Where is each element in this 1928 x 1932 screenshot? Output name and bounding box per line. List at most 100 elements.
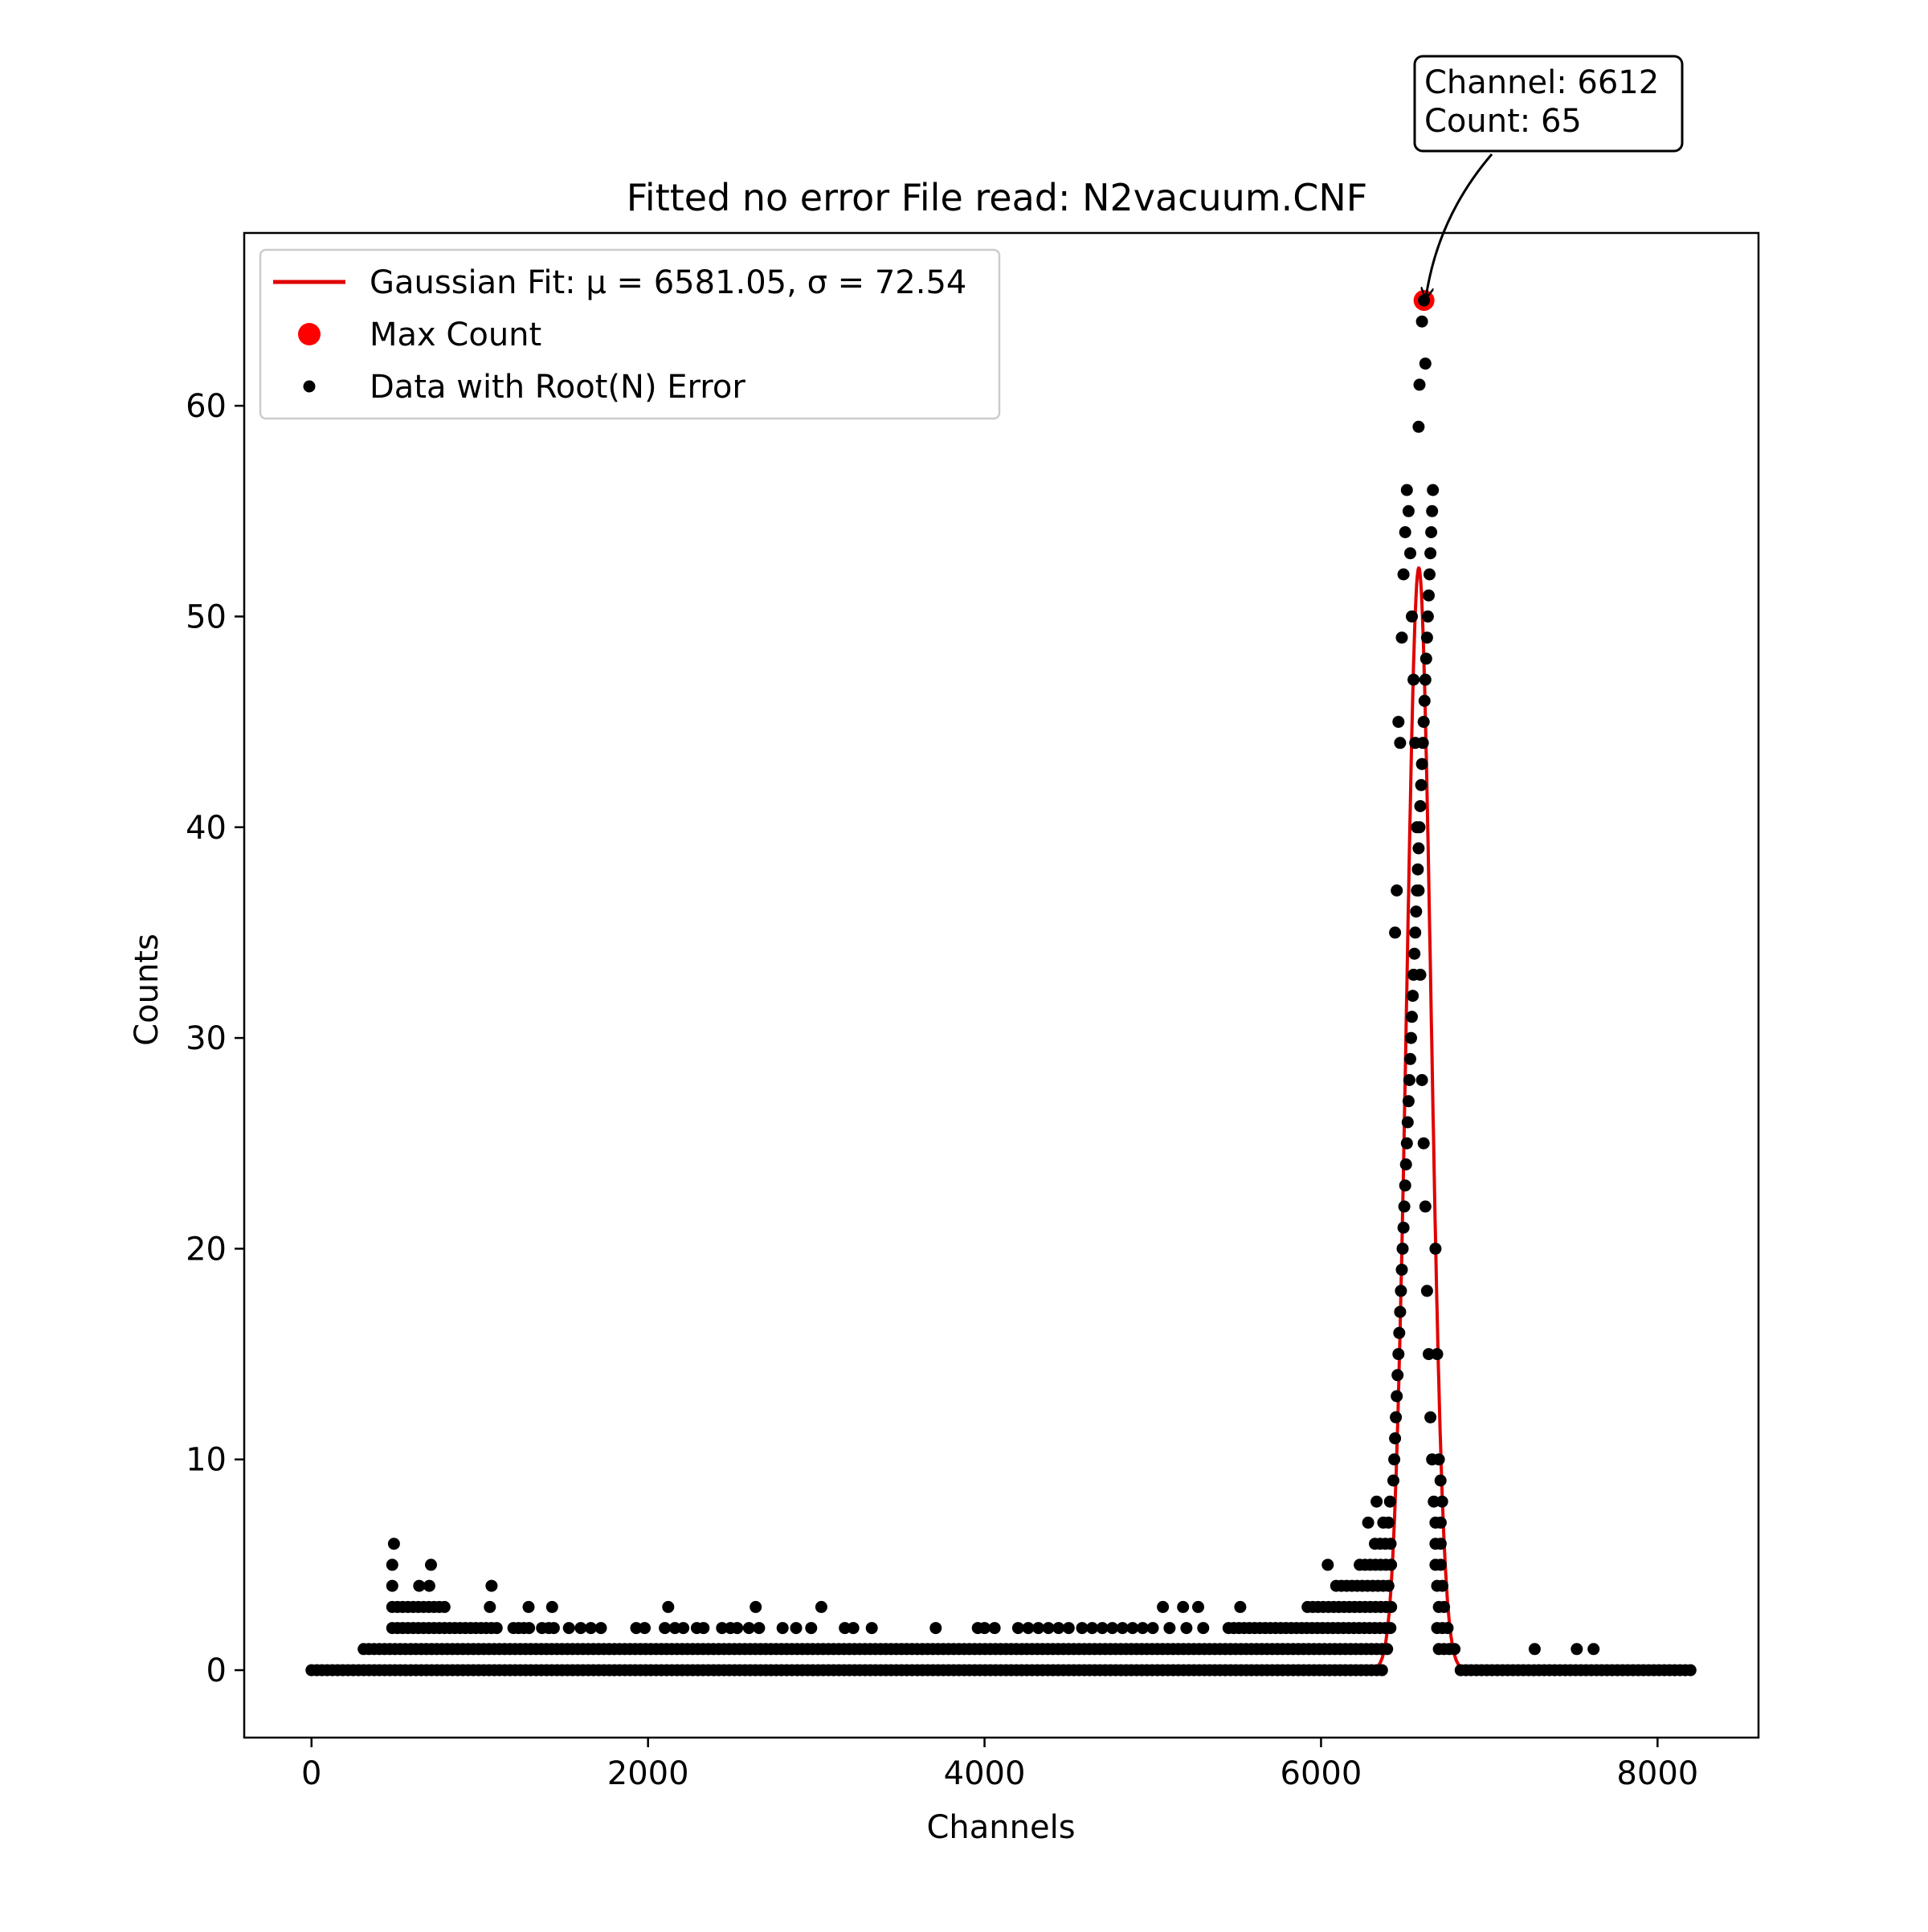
data-point [1435, 1517, 1447, 1529]
data-point [1415, 779, 1428, 791]
data-point [731, 1622, 743, 1634]
data-point [1435, 1475, 1447, 1487]
data-point [1389, 1432, 1401, 1444]
data-point [484, 1601, 496, 1613]
y-tick-label: 10 [186, 1442, 227, 1479]
data-point [1442, 1622, 1454, 1634]
data-point [1406, 611, 1418, 623]
data-point [1396, 1264, 1408, 1276]
y-tick-label: 30 [186, 1020, 227, 1057]
data-point [1421, 631, 1433, 643]
data-point [1398, 569, 1410, 581]
data-point [1407, 990, 1419, 1002]
x-axis-label: Channels [926, 1809, 1075, 1846]
legend-max-swatch [298, 323, 321, 345]
data-point [1387, 1475, 1399, 1487]
x-tick-label: 2000 [607, 1755, 689, 1792]
data-point [1414, 378, 1426, 390]
data-point [1384, 1496, 1396, 1508]
data-point [1424, 547, 1436, 559]
x-tick-label: 6000 [1281, 1755, 1362, 1792]
data-point [1425, 526, 1437, 538]
legend-max-label: Max Count [370, 317, 541, 353]
data-point [1177, 1601, 1189, 1613]
data-point [1399, 1200, 1411, 1212]
data-point [1448, 1643, 1460, 1655]
data-point [1423, 590, 1435, 602]
data-point [1424, 1411, 1436, 1423]
data-point [1406, 1011, 1418, 1023]
data-point [1402, 1117, 1414, 1129]
data-point [1403, 1074, 1415, 1086]
data-point [1410, 905, 1422, 917]
data-point [563, 1622, 575, 1634]
data-point [1415, 969, 1427, 981]
data-point [1321, 1558, 1334, 1571]
data-point [1571, 1643, 1583, 1655]
data-point [1385, 1601, 1397, 1613]
data-point [1381, 1643, 1393, 1655]
data-point [1393, 1327, 1405, 1339]
x-tick-label: 8000 [1616, 1755, 1698, 1792]
y-tick-label: 0 [206, 1652, 227, 1689]
data-point [1422, 611, 1434, 623]
data-point [1415, 800, 1427, 812]
data-point [1435, 1558, 1447, 1571]
max-point-layer [1414, 290, 1435, 311]
data-point [1436, 1580, 1448, 1592]
data-point [1394, 1306, 1406, 1318]
data-points-layer [305, 294, 1697, 1676]
data-point [1404, 1053, 1416, 1065]
data-point [1419, 357, 1432, 370]
legend-data-swatch [304, 381, 316, 393]
x-tick-label: 0 [301, 1755, 321, 1792]
data-point [1400, 1158, 1412, 1170]
data-point [1398, 1222, 1410, 1234]
data-point [1392, 1348, 1404, 1360]
y-tick-label: 20 [186, 1231, 227, 1268]
data-point [777, 1622, 789, 1634]
data-point [1403, 505, 1415, 517]
data-point [1390, 1411, 1402, 1423]
data-point [1409, 737, 1421, 749]
data-point [1433, 1453, 1445, 1465]
data-point [1404, 547, 1416, 559]
data-point [1385, 1558, 1397, 1571]
data-point [1399, 526, 1411, 538]
data-point [1401, 484, 1413, 496]
data-point [1405, 1032, 1417, 1044]
legend-fit-label: Gaussian Fit: μ = 6581.05, σ = 72.54 [370, 264, 966, 301]
data-point [1389, 926, 1401, 938]
annotation-arrow [1426, 154, 1492, 297]
data-point [1438, 1601, 1450, 1613]
data-point [1408, 948, 1420, 960]
data-point [989, 1622, 1001, 1634]
data-point [1407, 674, 1419, 686]
data-point [1432, 1348, 1444, 1360]
data-point [1394, 737, 1406, 749]
data-point [1147, 1622, 1159, 1634]
data-point [1384, 1622, 1396, 1634]
data-point [1383, 1580, 1395, 1592]
data-point [805, 1622, 817, 1634]
data-point [1427, 484, 1439, 496]
data-point [1063, 1622, 1075, 1634]
data-point [929, 1622, 942, 1634]
data-point [1403, 1095, 1415, 1107]
data-point [1163, 1622, 1175, 1634]
data-point [1412, 884, 1424, 897]
data-point [1435, 1538, 1447, 1550]
data-point [1418, 1138, 1430, 1150]
data-point [1192, 1601, 1204, 1613]
data-point [1399, 1179, 1411, 1191]
data-point [1429, 1243, 1441, 1255]
data-point [1411, 864, 1424, 876]
data-point [1419, 674, 1432, 686]
data-point [1397, 1243, 1409, 1255]
y-axis-ticks: 0 10 20 30 40 50 60 [186, 388, 244, 1689]
data-point [1419, 1200, 1432, 1212]
data-point [1426, 505, 1438, 517]
data-point [1157, 1601, 1169, 1613]
data-point [523, 1601, 535, 1613]
